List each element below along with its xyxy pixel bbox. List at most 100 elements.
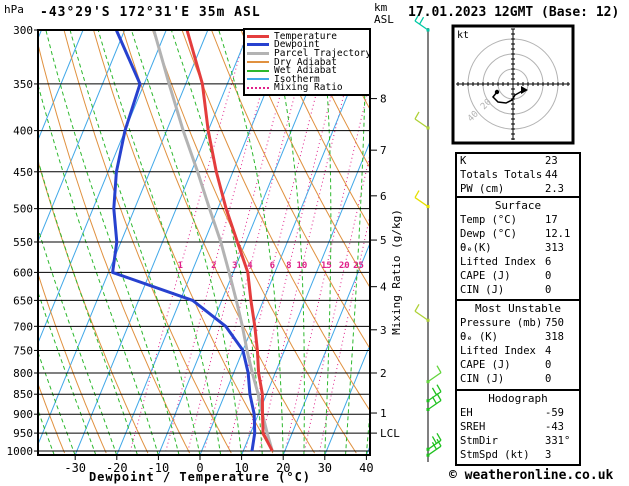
km-tick-label: 2 bbox=[380, 367, 387, 380]
km-tick-label: LCL bbox=[380, 427, 400, 440]
km-tick-label: 3 bbox=[380, 324, 387, 337]
dry-adiabat-line bbox=[38, 42, 191, 454]
table-row-value: 44 bbox=[545, 169, 558, 181]
table-row: CAPE (J) 0 bbox=[457, 358, 579, 372]
table-row-value: 750 bbox=[545, 317, 564, 329]
isotherm-line bbox=[38, 30, 84, 142]
table-row-label: SREH bbox=[460, 421, 486, 433]
table-row-value: 0 bbox=[545, 284, 552, 296]
table-row-value: 6 bbox=[545, 256, 552, 268]
pressure-tick-label: 900 bbox=[13, 408, 33, 421]
mixing-ratio-value-label: 8 bbox=[286, 261, 291, 271]
table-row-value: 17 bbox=[545, 214, 558, 226]
table-row: CAPE (J) 0 bbox=[457, 269, 579, 283]
table-row: StmSpd (kt) 3 bbox=[457, 448, 579, 462]
isotherm-line bbox=[199, 39, 370, 455]
mixing-ratio-value-label: 25 bbox=[353, 261, 364, 271]
table-row-label: StmDir bbox=[460, 435, 498, 447]
dry-adiabat-line bbox=[38, 272, 107, 454]
table-row-value: 23 bbox=[545, 155, 558, 167]
mixing-ratio-line bbox=[318, 213, 370, 455]
km-tick-label: 8 bbox=[380, 93, 387, 106]
pressure-tick-label: 500 bbox=[13, 203, 33, 216]
hodograph-unit-label: kt bbox=[457, 30, 470, 41]
temp-tick-label: 0 bbox=[196, 461, 203, 475]
table-row-label: StmSpd (kt) bbox=[460, 449, 530, 461]
table-row-label: PW (cm) bbox=[460, 183, 505, 195]
mixing-ratio-axis-label: Mixing Ratio (g/kg) bbox=[390, 209, 403, 335]
dry-adiabat-line bbox=[151, 30, 357, 454]
isotherm-line bbox=[157, 30, 334, 455]
km-tick-label: 5 bbox=[380, 234, 387, 247]
wet-adiabat-line bbox=[69, 30, 201, 455]
legend-item: Dry Adiabat bbox=[247, 56, 369, 68]
wind-barb-icon bbox=[426, 384, 442, 403]
altitude-axis-unit-km: km bbox=[374, 1, 388, 14]
pressure-tick-label: 400 bbox=[13, 125, 33, 138]
legend-line-swatch bbox=[247, 51, 269, 55]
legend-item-label: Dry Adiabat bbox=[274, 56, 337, 68]
valid-date: 17.01.2023 12GMT (Base: 12) bbox=[408, 5, 620, 20]
mixing-ratio-line bbox=[202, 34, 312, 455]
temperature-curve bbox=[185, 30, 274, 452]
km-tick-label: 4 bbox=[380, 281, 387, 294]
table-row-value: 4 bbox=[545, 345, 552, 357]
legend-item: Temperature bbox=[247, 32, 369, 41]
table-row-label: θₑ(K) bbox=[460, 242, 492, 254]
mixing-ratio-line bbox=[303, 152, 370, 455]
temp-tick-label: 40 bbox=[359, 461, 373, 475]
table-row-label: Lifted Index bbox=[460, 345, 536, 357]
indices-table: K 23 Totals Totals 44 PW (cm) 2.3 bbox=[455, 152, 581, 198]
temp-tick-label: -30 bbox=[64, 461, 86, 475]
mixing-ratio-line bbox=[243, 34, 348, 455]
temp-tick-label: 30 bbox=[318, 461, 332, 475]
mixing-ratio-value-label: 1 bbox=[178, 261, 183, 271]
table-row-value: 331° bbox=[545, 435, 571, 447]
skewt-background bbox=[38, 30, 370, 455]
dry-adiabat-line bbox=[299, 30, 370, 169]
mixing-ratio-line bbox=[128, 34, 247, 455]
table-row-label: θₑ (K) bbox=[460, 331, 498, 343]
table-row: θₑ (K) 318 bbox=[457, 330, 579, 344]
legend-item: Parcel Trajectory bbox=[247, 49, 371, 58]
legend-item-label: Wet Adiabat bbox=[274, 65, 337, 77]
table-row: EH -59 bbox=[457, 406, 579, 420]
most-unstable-table: Most Unstable Pressure (mb) 750 θₑ (K) 318 Li… bbox=[455, 299, 581, 391]
dry-adiabat-line bbox=[122, 30, 316, 454]
table-row-value: -59 bbox=[545, 407, 564, 419]
legend-line-swatch bbox=[247, 61, 269, 64]
mixing-ratio-value-label: 15 bbox=[321, 261, 332, 271]
temp-tick-label: 10 bbox=[234, 461, 248, 475]
wind-barb-icon bbox=[414, 13, 430, 32]
table-row: CIN (J) 0 bbox=[457, 372, 579, 386]
axes: 3003504004505005506006507007508008509009… bbox=[7, 24, 401, 475]
mixing-ratio-value-label: 3 bbox=[232, 261, 237, 271]
dry-adiabat-line bbox=[210, 30, 370, 350]
legend: Temperature Dewpoint Parcel Trajectory Dry … bbox=[243, 28, 371, 97]
dry-adiabat-line bbox=[269, 30, 370, 229]
page-title: -43°29'S 172°31'E 35m ASL bbox=[40, 5, 261, 20]
altitude-axis-unit-asl: ASL bbox=[374, 13, 394, 26]
table-row-value: 2.3 bbox=[545, 183, 564, 195]
table-row: Totals Totals 44 bbox=[457, 168, 579, 182]
mixing-ratio-line bbox=[186, 34, 297, 455]
table-row-value: 3 bbox=[545, 449, 552, 461]
table-row: θₑ(K) 313 bbox=[457, 241, 579, 255]
table-row: K 23 bbox=[457, 154, 579, 168]
copyright: © weatheronline.co.uk bbox=[449, 468, 614, 483]
dewpoint-curve bbox=[111, 30, 257, 452]
legend-line-swatch bbox=[247, 86, 269, 89]
wind-barb-column bbox=[414, 13, 442, 462]
temp-tick-label: 20 bbox=[276, 461, 290, 475]
pressure-tick-label: 1000 bbox=[7, 445, 34, 458]
legend-item-label: Mixing Ratio bbox=[274, 82, 343, 94]
table-row-value: 318 bbox=[545, 331, 564, 343]
km-tick-label: 7 bbox=[380, 144, 387, 157]
hodograph-trace bbox=[491, 89, 525, 104]
table-row: Lifted Index 6 bbox=[457, 255, 579, 269]
table-row-value: 0 bbox=[545, 270, 552, 282]
legend-item: Mixing Ratio bbox=[247, 82, 369, 94]
